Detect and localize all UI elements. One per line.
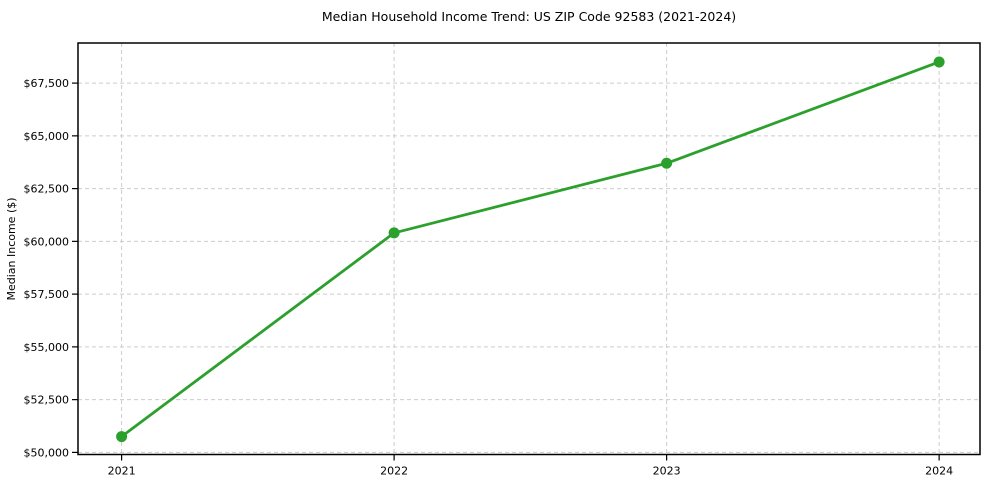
- y-tick-label: $55,000: [24, 341, 70, 354]
- y-tick-label: $52,500: [24, 394, 70, 407]
- x-tick-label: 2024: [925, 465, 953, 478]
- data-point-2023: [661, 157, 673, 169]
- plot-area: $50,000 $52,500 $55,000 $57,500 $60,000 $62,5…: [24, 42, 981, 478]
- plot-border: [77, 42, 981, 456]
- x-tick-label: 2023: [653, 465, 681, 478]
- y-tick-label: $50,000: [24, 446, 70, 459]
- y-tick-label: $57,500: [24, 288, 70, 301]
- x-tick-label: 2022: [380, 465, 408, 478]
- y-tick-label: $65,000: [24, 130, 70, 143]
- data-point-2022: [388, 227, 400, 239]
- x-tick-label: 2021: [108, 465, 136, 478]
- y-tick-label: $62,500: [24, 183, 70, 196]
- data-point-2021: [116, 431, 128, 443]
- y-tick-label: $67,500: [24, 77, 70, 90]
- data-point-2024: [933, 56, 945, 68]
- y-axis-label: Median Income ($): [5, 197, 18, 300]
- chart-title: Median Household Income Trend: US ZIP Co…: [322, 9, 736, 24]
- trend-line: [120, 60, 941, 438]
- y-tick-label: $60,000: [24, 235, 70, 248]
